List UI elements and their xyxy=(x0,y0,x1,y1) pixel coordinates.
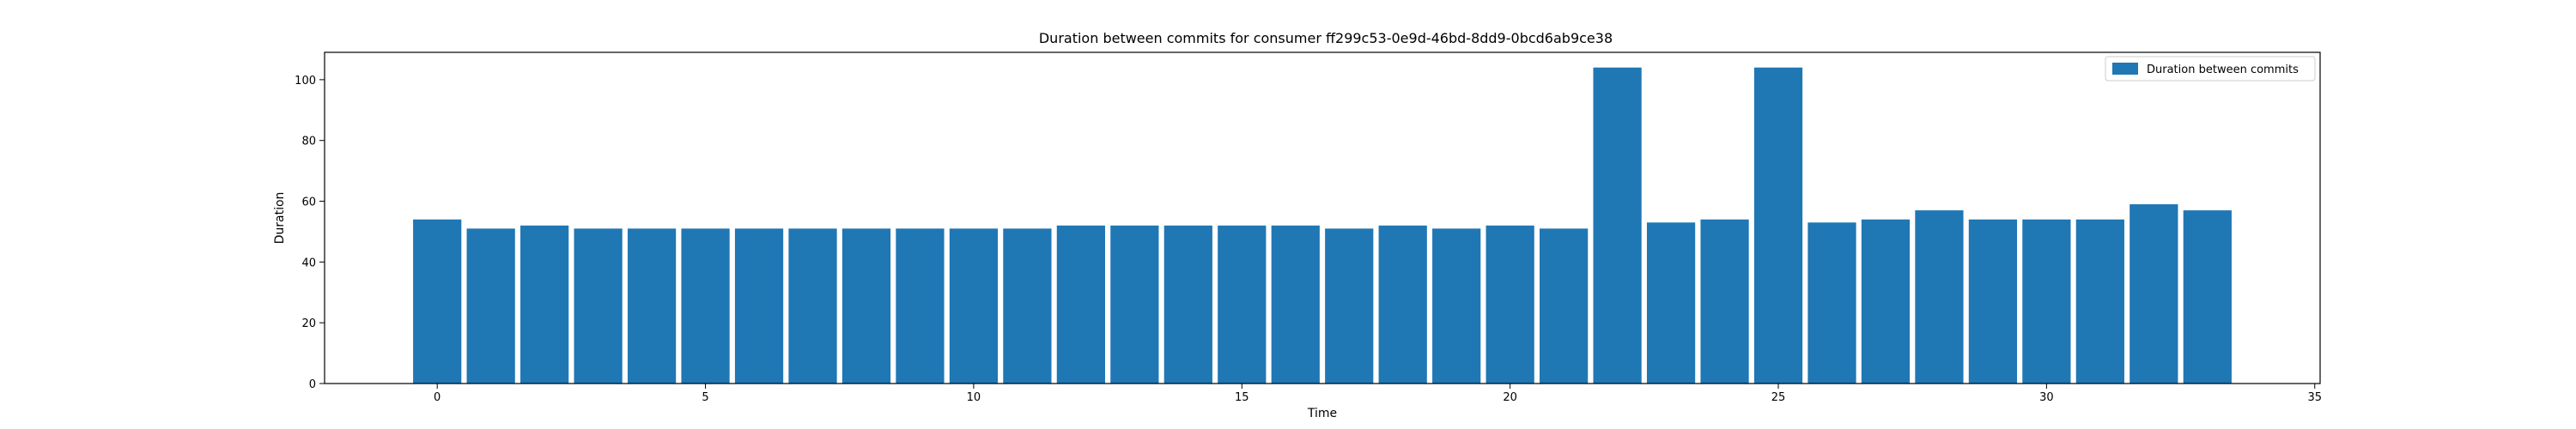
bar xyxy=(1110,225,1159,384)
bar xyxy=(1700,219,1749,384)
legend-swatch xyxy=(2112,63,2138,75)
bar xyxy=(1163,225,1212,384)
bar xyxy=(627,228,677,384)
bar xyxy=(1968,219,2018,384)
y-tick-label: 20 xyxy=(301,317,316,330)
y-axis-label: Duration xyxy=(273,192,287,245)
bar xyxy=(466,228,515,384)
bar xyxy=(1540,228,1589,384)
bar xyxy=(1325,228,1374,384)
y-tick-label: 60 xyxy=(301,196,316,209)
bar xyxy=(949,228,999,384)
x-tick-label: 25 xyxy=(1771,391,1786,404)
bar xyxy=(1861,219,1911,384)
bar xyxy=(1593,67,1642,384)
bar xyxy=(2183,210,2232,384)
plot-frame xyxy=(324,51,2321,384)
bar xyxy=(1432,228,1481,384)
x-axis: 0 5 10 15 20 25 30 35 xyxy=(434,384,2322,404)
bar xyxy=(520,225,569,384)
x-tick-label: 30 xyxy=(2039,391,2054,404)
x-tick-label: 20 xyxy=(1503,391,1517,404)
bar xyxy=(841,228,891,384)
x-axis-label: Time xyxy=(1307,407,1337,420)
legend: Duration between commits xyxy=(2105,56,2316,82)
bar xyxy=(1485,225,1534,384)
chart-title: Duration between commits for consumer ff… xyxy=(1039,30,1613,46)
y-tick-label: 40 xyxy=(301,257,316,269)
legend-box xyxy=(2105,56,2316,82)
bar xyxy=(1271,225,1320,384)
bar xyxy=(413,219,462,384)
bar xyxy=(681,228,730,384)
bar xyxy=(1807,222,1856,384)
bar xyxy=(1218,225,1267,384)
bar xyxy=(896,228,945,384)
bar xyxy=(1378,225,1427,384)
bar xyxy=(2129,204,2178,384)
y-axis: 0 20 40 60 80 100 xyxy=(295,75,325,391)
x-tick-label: 5 xyxy=(702,391,708,404)
x-tick-label: 15 xyxy=(1235,391,1249,404)
bar xyxy=(734,228,784,384)
bar xyxy=(1753,67,1803,384)
bar xyxy=(788,228,837,384)
bar xyxy=(2022,219,2071,384)
y-tick-label: 0 xyxy=(309,378,316,391)
bar xyxy=(1915,210,1964,384)
x-tick-label: 0 xyxy=(434,391,440,404)
bar xyxy=(1003,228,1052,384)
x-tick-label: 10 xyxy=(967,391,981,404)
y-tick-label: 100 xyxy=(295,75,316,88)
bar xyxy=(574,228,623,384)
bar xyxy=(1646,222,1696,384)
y-tick-label: 80 xyxy=(301,136,316,148)
bar xyxy=(1056,225,1105,384)
legend-label: Duration between commits xyxy=(2147,63,2299,76)
bars-group xyxy=(413,67,2232,384)
bar xyxy=(2075,219,2124,384)
x-tick-label: 35 xyxy=(2307,391,2322,404)
